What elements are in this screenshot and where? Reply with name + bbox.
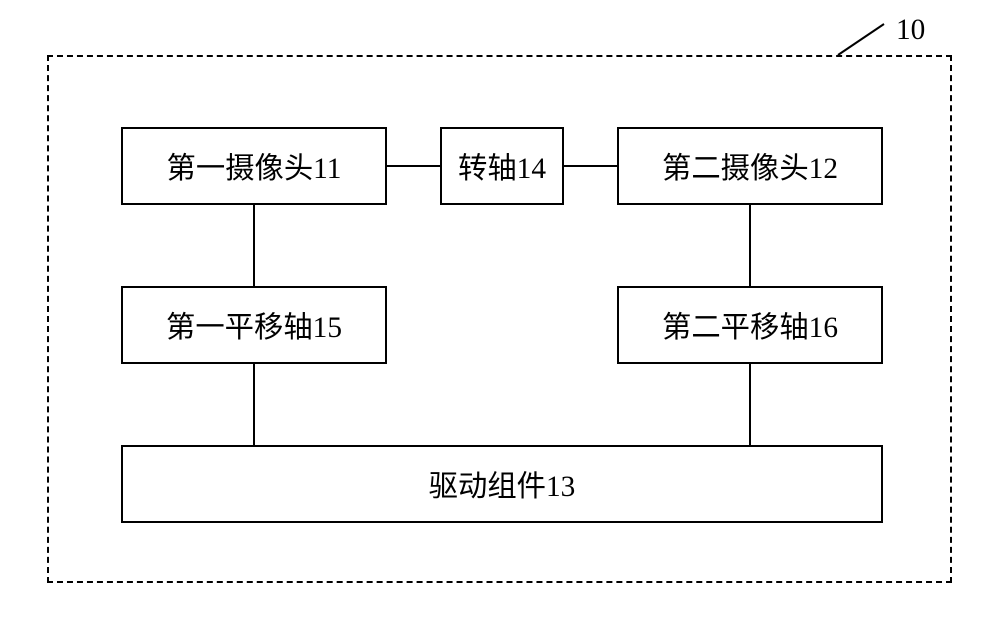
node-second-translation-axis: 第二平移轴16 <box>617 286 883 364</box>
node-rotation-axis: 转轴14 <box>440 127 564 205</box>
edge-n12-n16 <box>749 205 751 286</box>
node-label: 第二平移轴16 <box>662 304 838 346</box>
node-label: 第二摄像头12 <box>662 145 838 187</box>
edge-n11-n14 <box>387 165 440 167</box>
diagram-canvas: 10 第一摄像头11 转轴14 第二摄像头12 第一平移轴15 第二平移轴16 … <box>0 0 1000 621</box>
edge-n14-n12 <box>564 165 617 167</box>
edge-n15-n13 <box>253 364 255 445</box>
node-first-camera: 第一摄像头11 <box>121 127 387 205</box>
node-label: 第一摄像头11 <box>167 145 342 187</box>
node-label: 转轴14 <box>458 145 546 187</box>
edge-n11-n15 <box>253 205 255 286</box>
node-drive-assembly: 驱动组件13 <box>121 445 883 523</box>
node-label: 驱动组件13 <box>429 463 576 505</box>
system-label: 10 <box>896 14 925 47</box>
node-label: 第一平移轴15 <box>166 304 342 346</box>
system-label-text: 10 <box>896 14 925 46</box>
node-first-translation-axis: 第一平移轴15 <box>121 286 387 364</box>
callout-diagonal <box>838 24 884 55</box>
node-second-camera: 第二摄像头12 <box>617 127 883 205</box>
edge-n16-n13 <box>749 364 751 445</box>
